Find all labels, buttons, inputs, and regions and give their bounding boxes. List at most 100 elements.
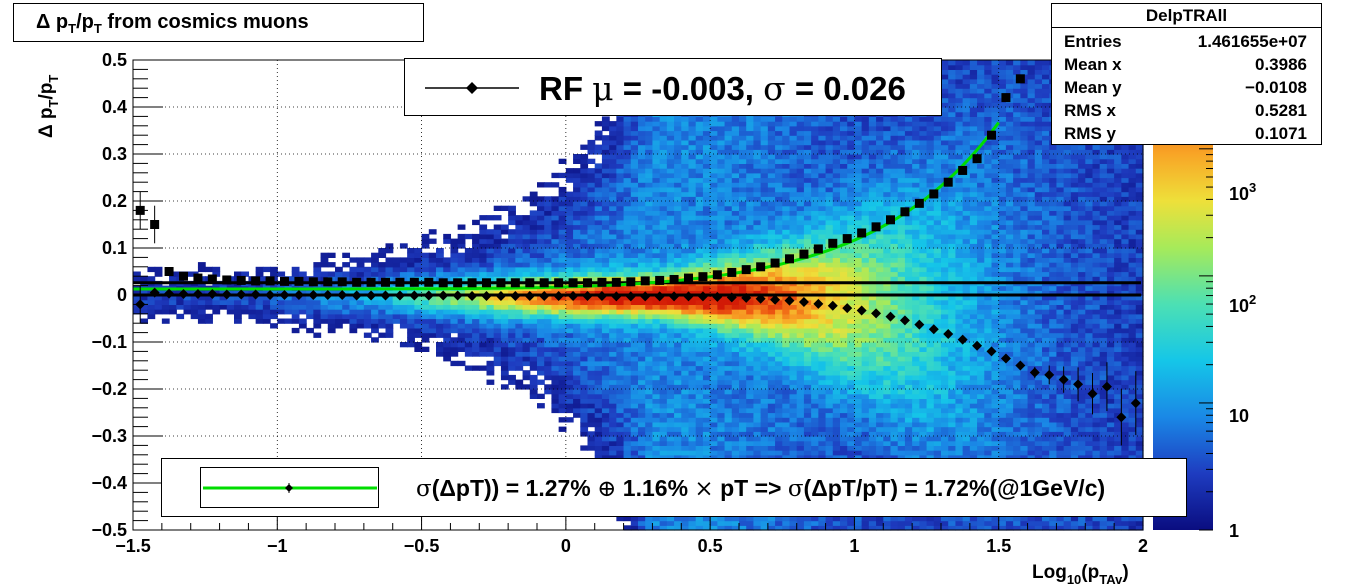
heatmap-cell bbox=[847, 398, 856, 404]
heatmap-cell bbox=[558, 248, 567, 254]
heatmap-cell bbox=[767, 309, 776, 315]
heatmap-cell bbox=[436, 304, 444, 310]
heatmap-cell bbox=[688, 360, 697, 367]
heatmap-cell bbox=[811, 454, 819, 461]
heatmap-cell bbox=[666, 163, 675, 169]
heatmap-cell bbox=[212, 290, 221, 296]
heatmap-cell bbox=[580, 172, 589, 179]
heatmap-cell bbox=[638, 130, 646, 136]
heatmap-cell bbox=[335, 271, 343, 277]
heatmap-cell bbox=[573, 266, 581, 273]
heatmap-cell bbox=[450, 243, 459, 249]
heatmap-cell bbox=[681, 407, 690, 414]
heatmap-cell bbox=[537, 379, 545, 385]
heatmap-cell bbox=[789, 144, 798, 150]
heatmap-cell bbox=[551, 332, 560, 338]
heatmap-cell bbox=[840, 440, 848, 446]
heatmap-cell bbox=[796, 417, 805, 423]
heatmap-cell bbox=[609, 215, 617, 221]
heatmap-cell bbox=[623, 191, 632, 197]
heatmap-cell bbox=[710, 365, 718, 371]
heatmap-cell bbox=[544, 238, 553, 244]
heatmap-cell bbox=[818, 365, 827, 371]
heatmap-cell bbox=[500, 346, 509, 352]
heatmap-cell bbox=[825, 525, 834, 531]
heatmap-cell bbox=[594, 130, 603, 136]
heatmap-cell bbox=[681, 370, 690, 376]
heatmap-cell bbox=[767, 426, 776, 432]
heatmap-cell bbox=[666, 130, 675, 136]
heatmap-cell bbox=[609, 182, 617, 188]
heatmap-cell bbox=[767, 346, 776, 352]
heatmap-cell bbox=[674, 351, 682, 357]
heatmap-cell bbox=[681, 525, 690, 531]
heatmap-cell bbox=[551, 172, 560, 179]
heatmap-cell bbox=[746, 149, 755, 155]
heatmap-cell bbox=[544, 219, 553, 226]
heatmap-cell bbox=[378, 295, 387, 301]
heatmap-cell bbox=[493, 257, 502, 263]
heatmap-cell bbox=[731, 243, 740, 249]
heatmap-cell bbox=[674, 121, 682, 127]
heatmap-cell bbox=[623, 172, 632, 179]
heatmap-cell bbox=[753, 158, 762, 164]
heatmap-cell bbox=[587, 393, 596, 399]
heatmap-cell bbox=[840, 398, 848, 404]
heatmap-cell bbox=[731, 365, 740, 371]
heatmap-cell bbox=[767, 417, 776, 423]
heatmap-cell bbox=[803, 201, 812, 207]
heatmap-cell bbox=[674, 365, 682, 371]
heatmap-cell bbox=[811, 515, 819, 522]
heatmap-cell bbox=[854, 365, 863, 371]
heatmap-cell bbox=[818, 224, 827, 230]
heatmap-cell bbox=[558, 224, 567, 230]
heatmap-cell bbox=[746, 262, 755, 268]
heatmap-cell bbox=[782, 130, 791, 136]
heatmap-cell bbox=[601, 116, 610, 122]
heatmap-cell bbox=[594, 313, 603, 320]
heatmap-cell bbox=[277, 304, 286, 310]
heatmap-cell bbox=[666, 346, 675, 352]
heatmap-cell bbox=[306, 313, 314, 320]
heatmap-cell bbox=[717, 215, 726, 221]
heatmap-cell bbox=[421, 323, 430, 329]
heatmap-cell bbox=[803, 290, 812, 296]
heatmap-cell bbox=[789, 309, 798, 315]
heatmap-cell bbox=[832, 384, 841, 390]
heatmap-cell bbox=[587, 403, 596, 409]
heatmap-cell bbox=[479, 365, 488, 371]
heatmap-cell bbox=[818, 346, 827, 352]
heatmap-cell bbox=[551, 304, 560, 310]
heatmap-cell bbox=[486, 290, 495, 296]
heatmap-cell bbox=[472, 290, 480, 296]
heatmap-cell bbox=[508, 299, 516, 305]
heatmap-cell bbox=[399, 313, 408, 320]
heatmap-cell bbox=[262, 295, 271, 301]
heatmap-cell bbox=[803, 121, 812, 127]
heatmap-cell bbox=[529, 290, 538, 296]
heatmap-cell bbox=[746, 450, 755, 456]
heatmap-cell bbox=[428, 229, 437, 235]
heatmap-cell bbox=[681, 248, 690, 254]
heatmap-cell bbox=[710, 379, 718, 385]
heatmap-cell bbox=[681, 285, 690, 291]
heatmap-cell bbox=[746, 168, 755, 174]
heatmap-cell bbox=[659, 337, 668, 343]
heatmap-cell bbox=[702, 525, 711, 531]
heatmap-cell bbox=[832, 431, 841, 437]
heatmap-cell bbox=[724, 365, 733, 371]
heatmap-cell bbox=[529, 219, 538, 226]
heatmap-cell bbox=[825, 389, 834, 395]
heatmap-cell bbox=[731, 233, 740, 240]
heatmap-cell bbox=[796, 454, 805, 461]
heatmap-cell bbox=[695, 285, 704, 291]
heatmap-cell bbox=[702, 215, 711, 221]
heatmap-cell bbox=[645, 356, 654, 362]
heatmap-cell bbox=[320, 304, 329, 310]
heatmap-cell bbox=[609, 426, 617, 432]
heatmap-cell bbox=[573, 398, 581, 404]
heatmap-cell bbox=[623, 407, 632, 414]
heatmap-cell bbox=[832, 342, 841, 348]
heatmap-cell bbox=[421, 299, 430, 305]
heatmap-cell bbox=[558, 271, 567, 277]
